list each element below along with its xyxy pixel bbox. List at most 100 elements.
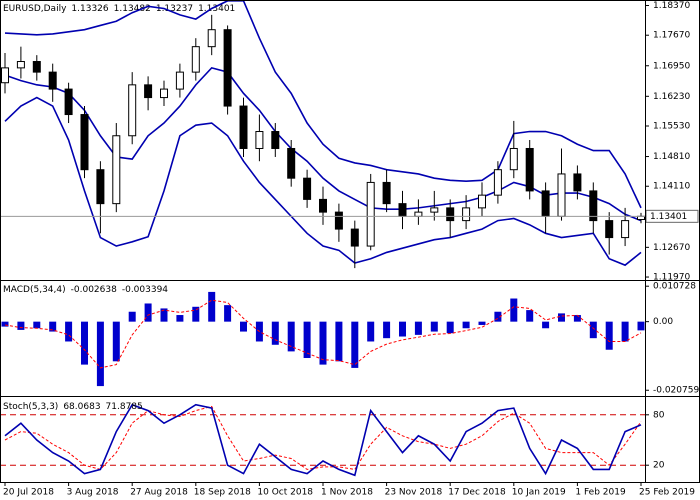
y-tick-label: 0.010728 <box>653 282 696 292</box>
candle-body <box>541 190 550 217</box>
macd-bar <box>430 321 438 332</box>
candle-body <box>478 194 486 209</box>
candle-body <box>1 67 9 84</box>
candle-body <box>223 29 232 107</box>
y-tick-label: 0.00 <box>653 317 673 327</box>
title-part: MACD(5,34,4) <box>3 285 66 295</box>
candle-body <box>32 61 41 73</box>
candle-body <box>191 46 200 73</box>
candle-body <box>255 131 264 149</box>
x-tick-label: 3 Aug 2018 <box>67 488 119 498</box>
candle-body <box>303 177 312 200</box>
macd-bar <box>160 308 168 322</box>
y-tick-label: 80 <box>653 410 665 420</box>
macd-bar <box>1 321 9 327</box>
macd-bar <box>351 321 359 368</box>
macd-bar <box>335 321 343 362</box>
candle-body <box>207 29 216 48</box>
y-tick-label: 1.12670 <box>653 243 690 253</box>
y-tick-label: 1.18370 <box>653 1 690 11</box>
candle-body <box>80 114 89 171</box>
candle-body <box>287 147 296 179</box>
candle-body <box>350 228 359 247</box>
current-price-label: 1.13401 <box>650 212 687 222</box>
candle-body <box>128 84 137 137</box>
macd-bar <box>192 306 200 322</box>
title-part: 1.13237 <box>156 4 193 14</box>
panel-title: Stoch(5,3,3) 68.0683 71.8785 <box>3 402 143 412</box>
candle-body <box>446 207 455 222</box>
candle-body <box>589 190 598 222</box>
x-tick-label: 10 Jan 2019 <box>512 488 566 498</box>
candle-body <box>573 173 582 192</box>
indicator-line <box>4 0 642 209</box>
title-part: EURUSD,Daily <box>3 4 67 14</box>
macd-bar <box>462 321 470 329</box>
candle-body <box>271 131 280 149</box>
candle-body <box>493 169 502 196</box>
title-part: 1.13482 <box>114 4 151 14</box>
macd-bar <box>637 321 645 331</box>
candle-body <box>112 135 121 205</box>
title-part: -0.003394 <box>122 285 168 295</box>
candle-body <box>366 181 375 247</box>
indicator-line <box>4 96 642 267</box>
y-tick-label: 1.11970 <box>653 273 690 283</box>
title-part: 1.13401 <box>198 4 235 14</box>
x-tick-label: 18 Sep 2018 <box>194 488 251 498</box>
macd-bar <box>176 315 184 322</box>
x-tick-label: 27 Aug 2018 <box>130 488 188 498</box>
candle-body <box>16 61 25 69</box>
macd-bar <box>17 321 25 330</box>
candle-body <box>430 207 439 213</box>
macd-bar <box>621 321 629 342</box>
candle-body <box>509 147 518 171</box>
x-tick-label: 17 Dec 2018 <box>448 488 506 498</box>
x-tick-label: 10 Oct 2018 <box>257 488 313 498</box>
candle-body <box>334 211 343 230</box>
candle-body <box>414 211 423 217</box>
candle-body <box>64 88 73 116</box>
candle-body <box>319 198 327 213</box>
macd-bar <box>240 321 247 332</box>
candle-body <box>398 203 407 217</box>
candle-body <box>557 173 566 217</box>
macd-bar <box>287 321 295 352</box>
indicator-line <box>4 403 642 477</box>
macd-bar <box>208 291 216 322</box>
y-tick-label: 1.14810 <box>653 152 690 162</box>
y-tick-label: 1.14110 <box>653 182 690 192</box>
macd-bar <box>446 321 454 334</box>
macd-bar <box>589 321 597 339</box>
macd-bar <box>383 321 391 339</box>
macd-bar <box>573 315 581 322</box>
macd-bar <box>494 311 502 322</box>
macd-bar <box>414 321 422 335</box>
macd-bar <box>81 321 88 365</box>
candle-body <box>144 84 153 99</box>
macd-bar <box>478 321 486 325</box>
y-tick-label: 1.16950 <box>653 61 690 71</box>
macd-bar <box>303 321 311 358</box>
panel-title: MACD(5,34,4) -0.002638 -0.003394 <box>3 285 168 295</box>
y-tick-label: -0.020759 <box>653 386 699 396</box>
panel-title: EURUSD,Daily 1.13326 1.13482 1.13237 1.13401 <box>3 4 235 14</box>
x-tick-label: 1 Nov 2018 <box>321 488 373 498</box>
macd-bar <box>112 321 120 362</box>
macd-bar <box>128 311 136 322</box>
macd-bar <box>96 321 104 387</box>
macd-bar <box>605 321 613 350</box>
title-part: 71.8785 <box>106 402 143 412</box>
indicator-line <box>4 405 642 470</box>
y-tick-label: 1.15530 <box>653 122 690 132</box>
macd-bar <box>49 321 57 332</box>
x-tick-label: 23 Nov 2018 <box>385 488 443 498</box>
y-tick-label: 1.16230 <box>653 92 690 102</box>
macd-bar <box>542 321 550 329</box>
candle-body <box>382 181 391 205</box>
candle-body <box>525 147 534 192</box>
candle-body <box>96 169 105 205</box>
